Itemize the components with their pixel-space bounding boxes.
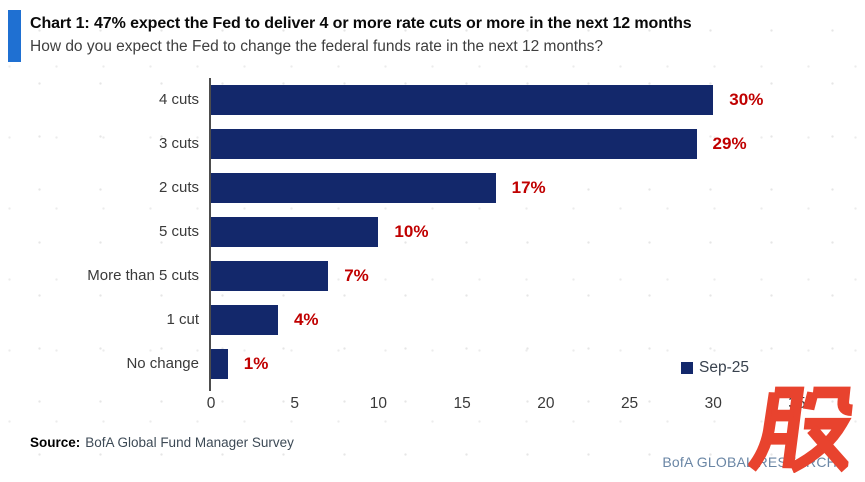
source-line: Source: BofA Global Fund Manager Survey	[30, 435, 865, 450]
value-label: 17%	[511, 178, 546, 197]
chart-row: More than 5 cuts 7%	[0, 254, 865, 298]
chart-row: 2 cuts 17%	[0, 166, 865, 210]
legend: Sep-25	[681, 359, 749, 377]
bar-track: 7%	[209, 254, 797, 298]
category-label: 4 cuts	[158, 91, 199, 108]
title-accent-bar	[8, 10, 21, 62]
watermark: 股	[747, 385, 856, 473]
chart-row: 1 cut 4%	[0, 298, 865, 342]
chart-row: 3 cuts 29%	[0, 122, 865, 166]
bar-track: 30%	[209, 78, 797, 122]
category-label: 3 cuts	[158, 135, 199, 152]
chart-header: Chart 1: 47% expect the Fed to deliver 4…	[0, 0, 865, 62]
bar	[211, 349, 228, 379]
bar-track: 1%	[209, 342, 797, 386]
chart-row: 4 cuts 30%	[0, 78, 865, 122]
value-label: 30%	[729, 90, 764, 109]
x-tick-label: 25	[620, 395, 639, 412]
value-label: 29%	[712, 134, 747, 153]
bar-track: 17%	[209, 166, 797, 210]
chart-subtitle: How do you expect the Fed to change the …	[30, 38, 604, 55]
x-tick-label: 10	[369, 395, 388, 412]
value-label: 4%	[293, 310, 319, 329]
bar-track: 10%	[209, 210, 797, 254]
category-label: No change	[126, 355, 199, 372]
bar-rows: 4 cuts 30% 3 cuts 29% 2 cuts 17% 5 cuts 10% More…	[0, 78, 865, 386]
bar-track: 4%	[209, 298, 797, 342]
bar	[211, 217, 379, 247]
x-tick-label: 5	[290, 395, 300, 412]
x-tick-label: 20	[537, 395, 555, 412]
value-label: 10%	[394, 222, 429, 241]
bar	[211, 261, 329, 291]
value-label: 7%	[344, 266, 369, 285]
legend-label: Sep-25	[699, 359, 749, 376]
x-tick-label: 30	[704, 395, 722, 412]
bar	[211, 85, 714, 115]
category-label: More than 5 cuts	[87, 267, 199, 284]
category-label: 5 cuts	[158, 223, 199, 240]
value-label: 1%	[243, 354, 269, 373]
bar-chart: 4 cuts 30% 3 cuts 29% 2 cuts 17% 5 cuts 10% More…	[0, 78, 865, 419]
legend-swatch	[681, 362, 693, 374]
source-text: BofA Global Fund Manager Survey	[85, 435, 294, 450]
y-axis-stub	[209, 386, 211, 391]
x-tick-label: 15	[453, 395, 471, 412]
category-label: 1 cut	[166, 311, 199, 328]
bar	[211, 173, 496, 203]
chart-title: Chart 1: 47% expect the Fed to deliver 4…	[30, 15, 692, 32]
source-label: Source:	[30, 435, 81, 450]
bar-track: 29%	[209, 122, 797, 166]
x-axis: 0 5 10 15 20 25 30 35	[207, 391, 806, 419]
x-tick-label: 0	[206, 395, 216, 412]
watermark-character-icon	[747, 386, 854, 473]
category-label: 2 cuts	[158, 179, 199, 196]
bar	[211, 129, 697, 159]
chart-row: 5 cuts 10%	[0, 210, 865, 254]
bar	[211, 305, 278, 335]
chart-row: No change 1%	[0, 342, 865, 386]
